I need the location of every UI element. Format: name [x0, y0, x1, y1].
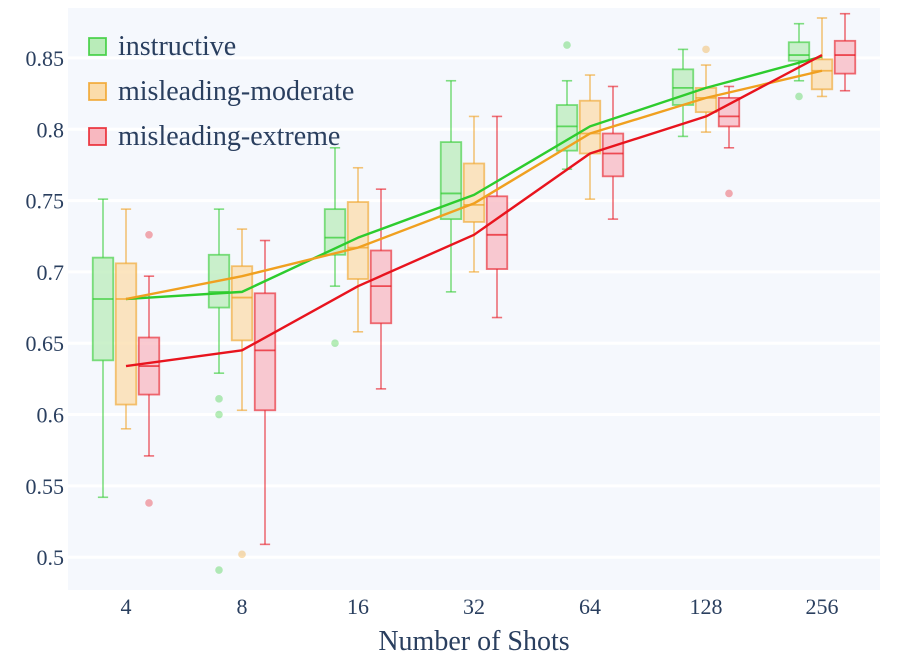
series-misleading-moderate-line: [125, 69, 823, 301]
x-axis-label: Number of Shots: [378, 626, 569, 657]
box-iqr: [787, 41, 811, 62]
median-trend-lines: [125, 54, 823, 368]
box-iqr: [833, 39, 857, 75]
outlier-point: [702, 45, 710, 54]
x-axis-ticks: 4 8 16 32 64 128 256: [121, 594, 839, 619]
box-misleading-moderate-8: [230, 228, 254, 559]
y-tick-label: 0.7: [37, 260, 65, 285]
outlier-point: [215, 410, 223, 419]
x-tick-label: 32: [463, 594, 485, 619]
y-axis-ticks: 0.5 0.55 0.6 0.65 0.7 0.75 0.8 0.85: [26, 46, 65, 570]
box-misleading-moderate-32: [462, 115, 486, 273]
y-tick-label: 0.65: [26, 331, 65, 356]
legend-item-misleading-extreme: misleading-extreme: [88, 121, 340, 152]
box-iqr: [91, 256, 115, 362]
outlier-point: [238, 550, 246, 559]
box-misleading-moderate-128: [694, 45, 718, 133]
box-iqr: [323, 208, 347, 256]
x-tick-label: 4: [121, 594, 132, 619]
box-misleading-extreme-256: [833, 12, 857, 92]
outlier-point: [215, 566, 223, 574]
outlier-point: [725, 189, 733, 198]
box-iqr: [114, 262, 138, 406]
outlier-point: [331, 339, 339, 348]
plot-background: [68, 8, 880, 590]
outlier-point: [795, 92, 803, 101]
box-instructive-16: [323, 146, 347, 348]
x-tick-label: 64: [579, 594, 601, 619]
box-misleading-moderate-256: [810, 17, 834, 98]
legend-swatch: [88, 37, 107, 56]
y-tick-label: 0.5: [37, 545, 65, 570]
box-series: [91, 12, 857, 574]
outlier-point: [215, 395, 223, 403]
box-iqr: [810, 58, 834, 91]
box-iqr: [555, 104, 579, 152]
box-instructive-64: [555, 41, 579, 170]
legend-item-instructive: instructive: [88, 31, 236, 62]
legend-item-misleading-moderate: misleading-moderate: [88, 76, 354, 107]
x-tick-label: 8: [237, 594, 248, 619]
legend-label: misleading-moderate: [118, 76, 354, 107]
box-iqr: [346, 201, 370, 280]
outlier-point: [145, 231, 153, 239]
box-iqr: [717, 96, 741, 128]
x-tick-label: 128: [690, 594, 723, 619]
box-misleading-extreme-128: [717, 85, 741, 198]
legend: instructive misleading-moderate misleading…: [88, 31, 354, 152]
series-instructive-line: [125, 55, 823, 301]
box-instructive-32: [439, 79, 463, 293]
box-instructive-256: [787, 22, 811, 101]
y-tick-label: 0.55: [26, 474, 65, 499]
box-iqr: [253, 292, 277, 412]
series-misleading-extreme-line: [125, 54, 823, 368]
outlier-point: [145, 499, 153, 507]
box-iqr: [230, 265, 254, 342]
x-tick-label: 256: [806, 594, 839, 619]
x-tick-label: 16: [347, 594, 369, 619]
box-iqr: [439, 141, 463, 221]
y-tick-label: 0.85: [26, 46, 65, 71]
box-misleading-extreme-16: [369, 188, 393, 390]
legend-swatch: [88, 127, 107, 146]
box-misleading-moderate-16: [346, 166, 370, 333]
box-misleading-extreme-4: [137, 231, 161, 507]
y-tick-label: 0.8: [37, 117, 65, 142]
legend-label: misleading-extreme: [118, 121, 340, 152]
outlier-point: [563, 41, 571, 49]
box-misleading-extreme-8: [253, 239, 277, 546]
series-instructive-boxes: [91, 22, 811, 574]
y-tick-label: 0.6: [37, 403, 65, 428]
box-iqr: [462, 162, 486, 223]
box-instructive-4: [91, 198, 115, 499]
box-iqr: [601, 132, 625, 178]
legend-label: instructive: [118, 31, 236, 62]
box-iqr: [485, 195, 509, 270]
y-tick-label: 0.75: [26, 189, 65, 214]
legend-swatch: [88, 82, 107, 101]
